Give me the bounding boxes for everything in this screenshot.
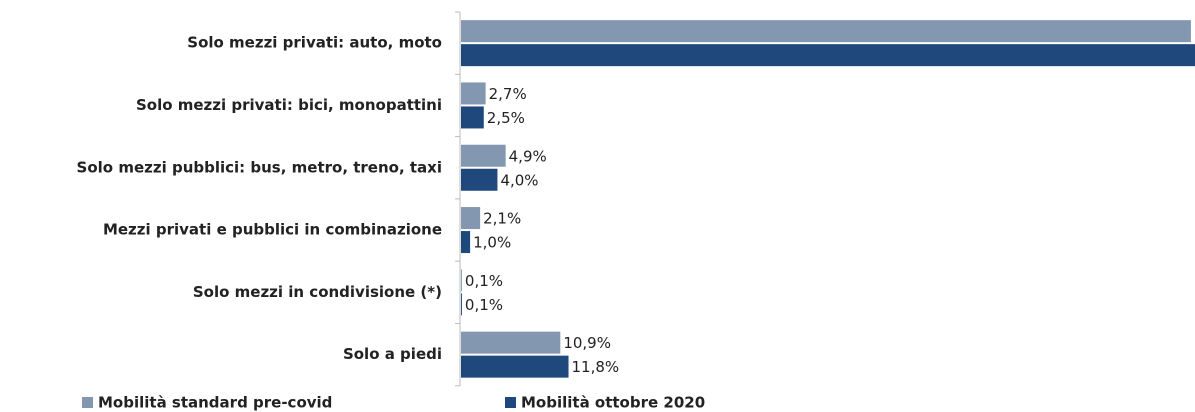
- bar: [461, 144, 506, 167]
- bar: [461, 231, 471, 254]
- value-label: 2,5%: [487, 109, 525, 127]
- bar: [461, 269, 462, 292]
- value-label: 11,8%: [572, 358, 620, 376]
- value-label: 4,9%: [509, 147, 547, 165]
- category-label: Mezzi privati e pubblici in combinazione: [103, 221, 442, 239]
- bar: [461, 207, 481, 230]
- value-label: 0,1%: [465, 296, 503, 314]
- bar: [461, 106, 484, 129]
- category-label: Solo mezzi privati: auto, moto: [187, 34, 442, 52]
- bar: [461, 82, 486, 105]
- category-label: Solo mezzi in condivisione (*): [193, 283, 442, 301]
- bar: [461, 331, 561, 354]
- category-label: Solo mezzi privati: bici, monopattini: [136, 96, 442, 114]
- legend-label: Mobilità standard pre-covid: [98, 394, 332, 412]
- value-label: 2,7%: [489, 85, 527, 103]
- value-label: 2,1%: [483, 210, 521, 228]
- legend-swatch: [82, 397, 93, 408]
- value-label: 4,0%: [500, 171, 538, 189]
- bar: [461, 20, 1191, 43]
- value-label: 1,0%: [473, 234, 511, 252]
- value-label: 10,9%: [563, 334, 611, 352]
- category-label: Solo a piedi: [343, 345, 442, 363]
- bar: [461, 168, 498, 191]
- legend-label: Mobilità ottobre 2020: [521, 394, 705, 412]
- bar: [461, 293, 462, 316]
- bar: [461, 44, 1195, 67]
- category-label: Solo mezzi pubblici: bus, metro, treno, …: [77, 158, 442, 176]
- value-label: 0,1%: [465, 272, 503, 290]
- bar: [461, 355, 569, 378]
- legend-swatch: [505, 397, 516, 408]
